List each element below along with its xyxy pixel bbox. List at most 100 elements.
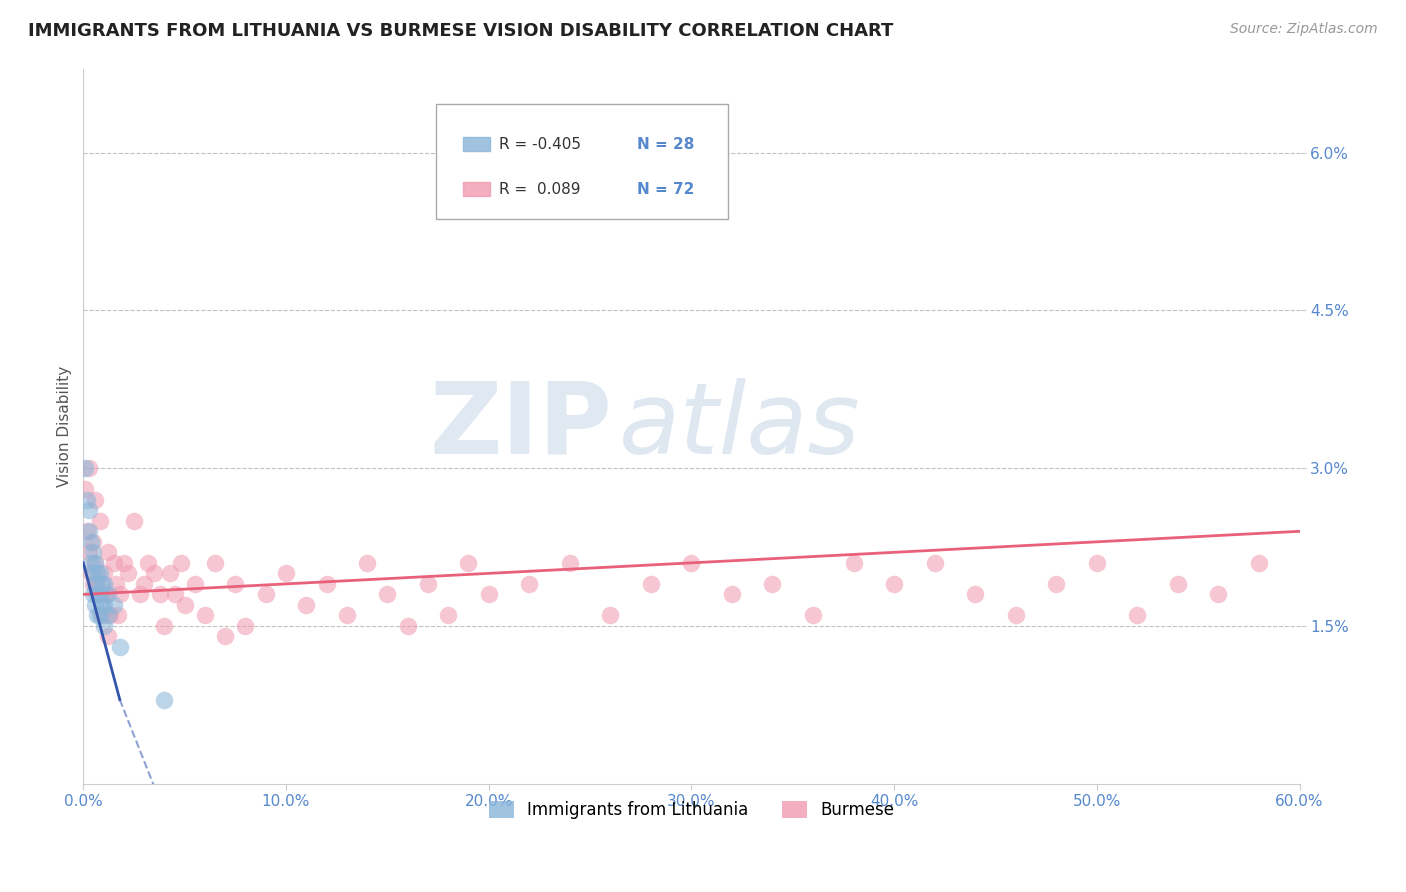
Point	[107, 608, 129, 623]
Point	[97, 587, 120, 601]
Point	[1247, 556, 1270, 570]
Point	[1208, 587, 1230, 601]
Point	[416, 577, 439, 591]
Point	[86, 577, 108, 591]
Point	[75, 482, 97, 496]
Point	[93, 619, 115, 633]
Point	[117, 566, 139, 581]
Point	[136, 556, 159, 570]
Point	[80, 566, 103, 581]
Point	[93, 598, 115, 612]
Point	[89, 514, 111, 528]
Point	[1004, 608, 1026, 623]
Point	[295, 598, 318, 612]
Point	[1045, 577, 1067, 591]
Point	[84, 577, 107, 591]
Point	[82, 587, 104, 601]
Point	[122, 514, 145, 528]
Point	[169, 556, 191, 570]
Point	[79, 461, 101, 475]
Point	[108, 640, 131, 654]
Point	[76, 492, 98, 507]
Text: R =  0.089: R = 0.089	[499, 182, 581, 197]
FancyBboxPatch shape	[436, 104, 728, 219]
Point	[159, 566, 181, 581]
Point	[79, 524, 101, 539]
Point	[103, 598, 125, 612]
Point	[640, 577, 662, 591]
Point	[93, 566, 115, 581]
Point	[1167, 577, 1189, 591]
Point	[90, 577, 112, 591]
Point	[75, 461, 97, 475]
Text: Source: ZipAtlas.com: Source: ZipAtlas.com	[1230, 22, 1378, 37]
Point	[79, 503, 101, 517]
Point	[184, 577, 207, 591]
Point	[149, 587, 172, 601]
Point	[336, 608, 359, 623]
Point	[478, 587, 501, 601]
Point	[82, 534, 104, 549]
Point	[84, 556, 107, 570]
Point	[558, 556, 581, 570]
Point	[681, 556, 703, 570]
Bar	[463, 136, 489, 151]
Point	[274, 566, 297, 581]
Point	[86, 566, 108, 581]
Point	[204, 556, 226, 570]
Point	[173, 598, 195, 612]
Point	[437, 608, 460, 623]
Point	[842, 556, 865, 570]
Point	[82, 577, 104, 591]
Point	[103, 556, 125, 570]
Point	[517, 577, 540, 591]
Point	[235, 619, 257, 633]
Bar	[463, 182, 489, 196]
Point	[82, 545, 104, 559]
Point	[599, 608, 621, 623]
Point	[1085, 556, 1108, 570]
Point	[965, 587, 987, 601]
Point	[84, 598, 107, 612]
Point	[97, 545, 120, 559]
Point	[356, 556, 378, 570]
Point	[129, 587, 152, 601]
Point	[84, 556, 107, 570]
Point	[86, 608, 108, 623]
Point	[163, 587, 186, 601]
Point	[396, 619, 419, 633]
Point	[90, 608, 112, 623]
Text: R = -0.405: R = -0.405	[499, 137, 581, 152]
Point	[90, 598, 112, 612]
Point	[1126, 608, 1149, 623]
Point	[132, 577, 155, 591]
Text: N = 28: N = 28	[637, 137, 695, 152]
Point	[761, 577, 783, 591]
Point	[89, 608, 111, 623]
Point	[97, 608, 120, 623]
Point	[457, 556, 479, 570]
Text: N = 72: N = 72	[637, 182, 695, 197]
Point	[924, 556, 946, 570]
Point	[86, 587, 108, 601]
Point	[801, 608, 824, 623]
Text: IMMIGRANTS FROM LITHUANIA VS BURMESE VISION DISABILITY CORRELATION CHART: IMMIGRANTS FROM LITHUANIA VS BURMESE VIS…	[28, 22, 893, 40]
Point	[89, 587, 111, 601]
Point	[104, 577, 127, 591]
Point	[224, 577, 246, 591]
Text: atlas: atlas	[619, 377, 860, 475]
Point	[80, 534, 103, 549]
Text: ZIP: ZIP	[429, 377, 613, 475]
Point	[153, 619, 176, 633]
Point	[315, 577, 337, 591]
Point	[80, 556, 103, 570]
Point	[82, 566, 104, 581]
Point	[153, 692, 176, 706]
Point	[108, 587, 131, 601]
Point	[194, 608, 217, 623]
Point	[94, 587, 117, 601]
Point	[375, 587, 398, 601]
Point	[143, 566, 166, 581]
Point	[721, 587, 744, 601]
Legend: Immigrants from Lithuania, Burmese: Immigrants from Lithuania, Burmese	[482, 794, 901, 825]
